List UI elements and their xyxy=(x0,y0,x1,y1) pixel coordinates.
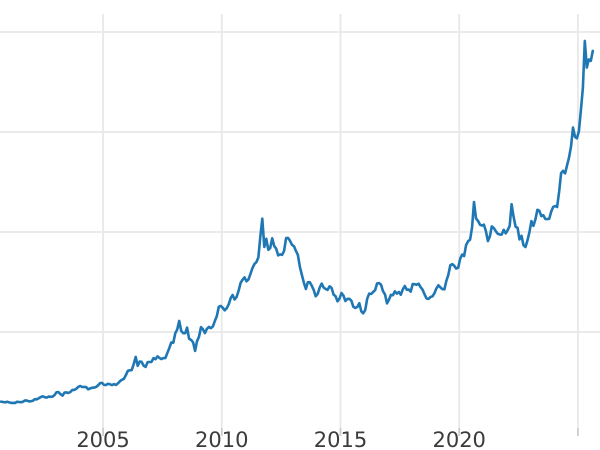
x-tick-label: 2010 xyxy=(195,428,248,450)
x-tick-label: 2005 xyxy=(76,428,129,450)
x-tick-label: 2015 xyxy=(314,428,367,450)
x-tick-label: 2020 xyxy=(432,428,485,450)
price-line xyxy=(0,39,595,405)
